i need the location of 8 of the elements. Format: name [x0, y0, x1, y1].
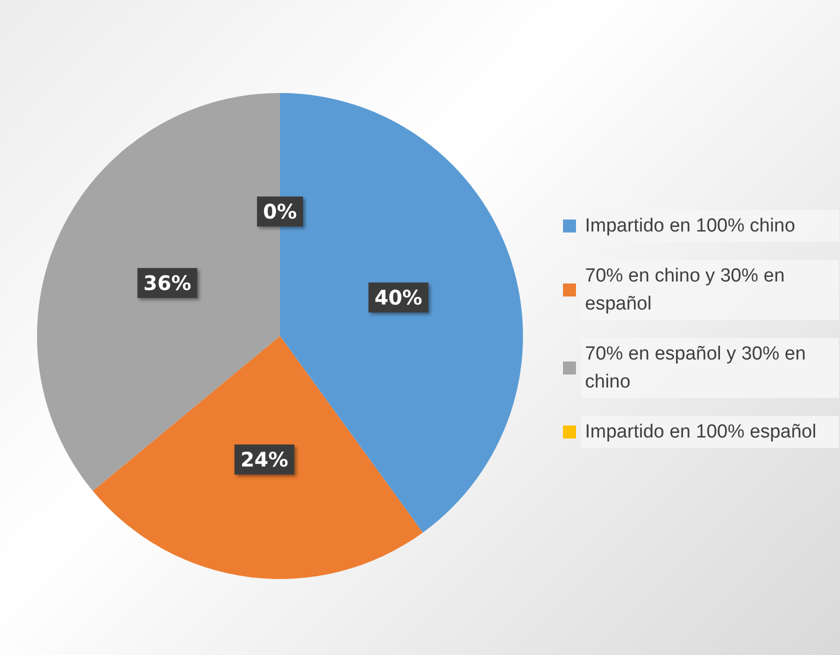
text: 0%: [263, 200, 297, 224]
data-label: 40%: [374, 286, 422, 310]
legend-label: 70% en español y 30% en chino: [585, 344, 812, 392]
data-label: 36%: [143, 270, 192, 295]
legend-label: 70% en chino y 30% en español: [585, 266, 790, 314]
data-label: 24%: [240, 448, 288, 472]
legend-label: Impartido en 100% español: [585, 422, 816, 442]
legend-label: Impartido en 100% chino: [585, 216, 796, 236]
